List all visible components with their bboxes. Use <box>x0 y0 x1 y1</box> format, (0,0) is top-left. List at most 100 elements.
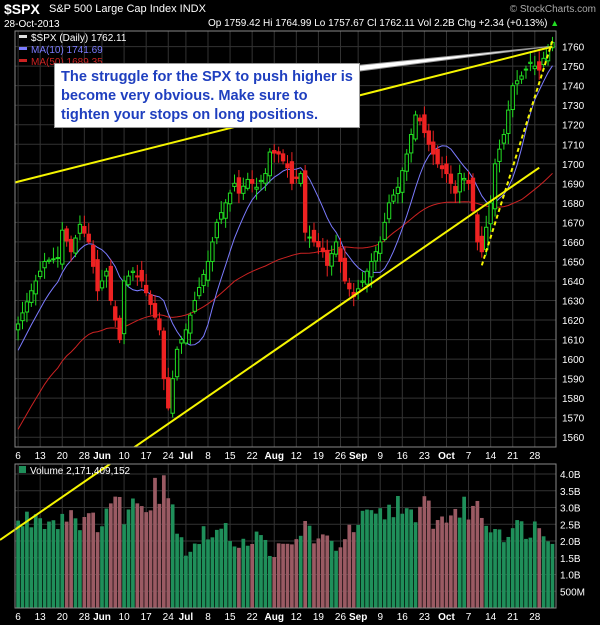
candle-body <box>188 314 193 334</box>
price-x-tick-label: 14 <box>485 451 497 462</box>
candle-body <box>342 257 348 282</box>
volume-bar <box>550 543 555 608</box>
volume-legend-entry: Volume 2,171,409,152 <box>30 466 131 477</box>
candle-body <box>157 318 162 331</box>
volume-x-tick-label: 19 <box>313 612 325 623</box>
ma50-line <box>17 172 553 430</box>
volume-x-tick-label: 12 <box>291 612 303 623</box>
price-tick-label: 1580 <box>562 394 585 405</box>
candle-body <box>320 247 325 253</box>
volume-bar <box>245 545 250 608</box>
volume-bar <box>237 547 241 608</box>
price-x-tick-label: 16 <box>397 451 409 462</box>
candle-body <box>166 377 171 409</box>
candle-body <box>236 177 242 194</box>
volume-bar <box>144 512 149 608</box>
price-tick-label: 1710 <box>562 140 585 151</box>
volume-bar <box>502 542 506 608</box>
price-tick-label: 1730 <box>562 101 585 112</box>
price-x-tick-label: 21 <box>507 451 519 462</box>
candle-body <box>470 177 476 212</box>
volume-x-tick-label: 22 <box>247 612 259 623</box>
candle-body <box>55 257 61 260</box>
candle-body <box>42 260 47 269</box>
price-tick-label: 1680 <box>562 199 585 210</box>
price-x-tick-label: Jul <box>179 451 194 462</box>
volume-bar <box>38 518 43 608</box>
candle-body <box>289 161 295 184</box>
volume-bar <box>537 528 542 608</box>
candle-body <box>285 163 290 169</box>
candle-body <box>466 179 471 184</box>
volume-bar <box>510 528 515 608</box>
candle-body <box>316 240 321 248</box>
price-x-tick-label: 26 <box>335 451 347 462</box>
candle-body <box>347 282 352 290</box>
volume-x-tick-label: 8 <box>205 612 211 623</box>
candle-body <box>152 303 158 318</box>
price-tick-label: 1720 <box>562 121 585 132</box>
price-tick-label: 1610 <box>562 336 585 347</box>
volume-tick-label: 1.0B <box>560 571 581 582</box>
volume-x-tick-label: 21 <box>507 612 519 623</box>
volume-tick-label: 2.5B <box>560 520 581 531</box>
volume-bar <box>82 516 87 608</box>
volume-bar <box>135 503 140 608</box>
price-x-tick-label: 9 <box>377 451 383 462</box>
candle-body <box>86 233 91 243</box>
volume-bar <box>457 517 462 608</box>
volume-bar <box>188 551 193 608</box>
price-x-tick-label: 23 <box>419 451 431 462</box>
price-x-tick-label: 15 <box>225 451 237 462</box>
candle-body <box>64 228 69 242</box>
volume-bar <box>343 539 347 608</box>
candle-body <box>448 173 454 184</box>
price-tick-label: 1570 <box>562 414 585 425</box>
candle-body <box>117 317 122 341</box>
candle-body <box>263 173 268 184</box>
volume-bar <box>139 506 144 608</box>
candle-body <box>161 330 167 380</box>
volume-x-tick-label: 17 <box>141 612 153 623</box>
candle-body <box>227 192 233 205</box>
volume-bar <box>396 495 400 608</box>
volume-bar <box>422 496 427 608</box>
candle-body <box>492 163 498 210</box>
volume-bar <box>33 514 38 608</box>
volume-bar <box>161 475 166 608</box>
volume-bar <box>347 524 352 608</box>
candle-body <box>391 194 396 202</box>
volume-bar <box>192 543 197 608</box>
volume-bar <box>493 529 497 608</box>
price-tick-label: 1630 <box>562 297 585 308</box>
volume-bar <box>325 535 330 608</box>
price-x-tick-label: 8 <box>205 451 211 462</box>
volume-bar <box>369 510 374 608</box>
candle-body <box>219 212 224 220</box>
volume-bar <box>479 517 484 608</box>
candle-body <box>192 300 197 312</box>
volume-x-tick-label: 6 <box>15 612 21 623</box>
candle-body <box>439 165 445 170</box>
ma10-line <box>17 65 553 351</box>
volume-bar <box>272 557 277 608</box>
volume-bar <box>148 510 153 608</box>
candle-body <box>126 275 131 286</box>
candle-body <box>378 241 383 254</box>
volume-bar <box>413 522 418 608</box>
volume-bar <box>320 534 325 608</box>
volume-bar <box>170 504 175 608</box>
legend-entry: MA(50) 1689.35 <box>31 57 103 68</box>
candle-body <box>201 273 206 287</box>
volume-x-tick-label: 15 <box>225 612 237 623</box>
volume-bar <box>524 538 528 608</box>
volume-bar <box>449 515 453 608</box>
legend-swatch <box>19 47 27 50</box>
volume-bar <box>462 496 466 608</box>
legend-swatch <box>19 35 27 38</box>
ticker-symbol: $SPX <box>4 1 40 17</box>
volume-bar <box>409 509 413 608</box>
volume-bar <box>506 536 511 608</box>
candle-body <box>413 114 418 140</box>
candle-body <box>506 109 511 134</box>
